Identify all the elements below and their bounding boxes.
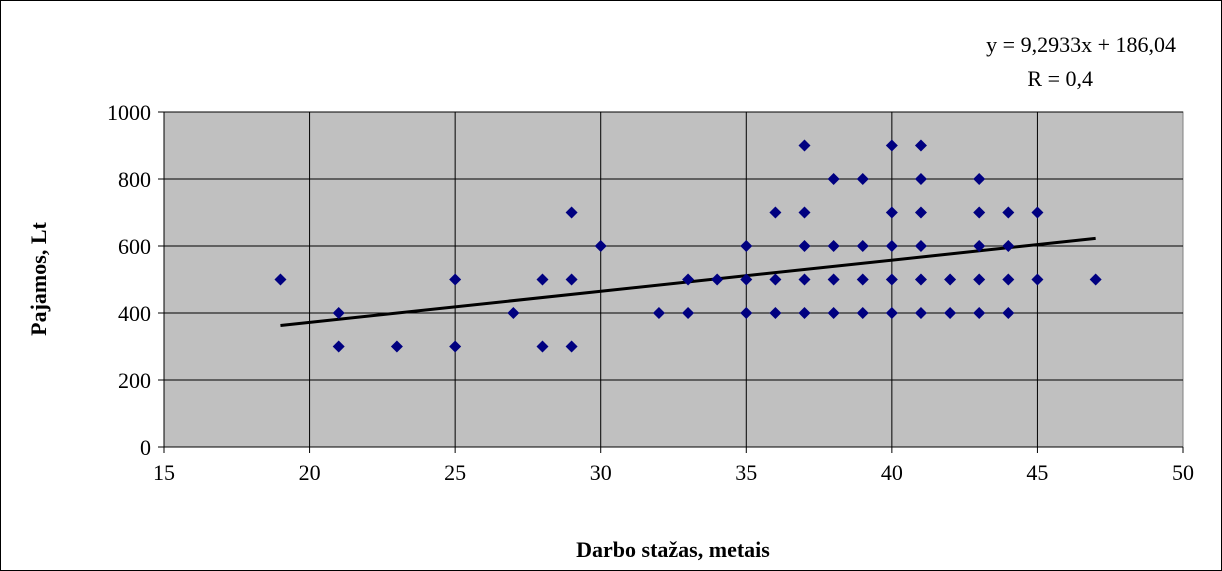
x-axis-title: Darbo stažas, metais: [576, 537, 770, 562]
data-point: [914, 206, 927, 219]
data-point: [274, 273, 287, 286]
data-point: [885, 206, 898, 219]
data-point: [827, 273, 840, 286]
data-point: [565, 206, 578, 219]
data-point: [827, 307, 840, 319]
y-tick-label: 400: [118, 301, 151, 326]
data-point: [1002, 273, 1015, 286]
y-tick-label: 0: [140, 435, 151, 460]
x-tick-label: 45: [1026, 460, 1048, 485]
data-point: [594, 240, 607, 252]
x-tick-label: 15: [153, 460, 175, 485]
data-point: [769, 307, 782, 319]
data-point: [1031, 206, 1044, 219]
data-point: [914, 240, 927, 252]
data-point: [390, 340, 403, 353]
data-point: [740, 307, 753, 319]
data-point: [856, 273, 869, 286]
data-point: [682, 273, 695, 286]
data-point: [565, 273, 578, 286]
axes: [158, 111, 1184, 453]
data-point: [1031, 273, 1044, 286]
x-tick-label: 35: [735, 460, 757, 485]
data-point: [885, 307, 898, 319]
correlation-label: R = 0,4: [1027, 66, 1093, 91]
data-point: [769, 273, 782, 286]
data-point: [914, 273, 927, 286]
data-point: [449, 340, 462, 353]
data-point: [856, 173, 869, 185]
data-point: [682, 307, 695, 319]
data-point: [740, 273, 753, 286]
data-point: [1089, 273, 1102, 286]
x-tick-label: 25: [444, 460, 466, 485]
data-point: [798, 307, 811, 319]
data-point: [652, 307, 665, 319]
data-point: [536, 273, 549, 286]
data-point: [944, 273, 957, 286]
data-point: [856, 240, 869, 252]
data-point: [798, 206, 811, 219]
data-point: [973, 240, 986, 252]
data-points: [274, 139, 1102, 353]
x-tick-label: 20: [299, 460, 321, 485]
trendline-equation: y = 9,2933x + 186,04: [986, 32, 1176, 57]
data-point: [827, 240, 840, 252]
data-point: [914, 139, 927, 152]
data-point: [885, 240, 898, 252]
tick-labels: 15 20 25 30 35 40 45 50 0 200 400 600 800 1000: [107, 100, 1194, 485]
x-tick-label: 30: [590, 460, 612, 485]
data-point: [973, 307, 986, 319]
y-tick-label: 600: [118, 234, 151, 259]
data-point: [769, 206, 782, 219]
data-point: [973, 273, 986, 286]
data-point: [944, 307, 957, 319]
data-point: [536, 340, 549, 353]
data-point: [711, 273, 724, 286]
data-point: [885, 139, 898, 152]
data-point: [565, 340, 578, 353]
data-point: [798, 240, 811, 252]
x-tick-label: 50: [1172, 460, 1194, 485]
y-tick-label: 200: [118, 368, 151, 393]
data-point: [798, 273, 811, 286]
data-point: [914, 173, 927, 185]
data-point: [332, 307, 345, 319]
plot-area: [163, 111, 1184, 448]
data-point: [914, 307, 927, 319]
data-point: [740, 240, 753, 252]
data-point: [332, 340, 345, 353]
data-point: [973, 206, 986, 219]
x-tick-label: 40: [881, 460, 903, 485]
data-point: [885, 273, 898, 286]
data-point: [1002, 240, 1015, 252]
data-point: [827, 173, 840, 185]
data-point: [1002, 206, 1015, 219]
data-point: [507, 307, 520, 319]
data-point: [1002, 307, 1015, 319]
data-point: [798, 139, 811, 152]
y-axis-title: Pajamos, Lt: [26, 222, 51, 336]
y-tick-label: 1000: [107, 100, 151, 125]
data-point: [856, 307, 869, 319]
data-point: [449, 273, 462, 286]
y-tick-label: 800: [118, 167, 151, 192]
data-point: [973, 173, 986, 185]
